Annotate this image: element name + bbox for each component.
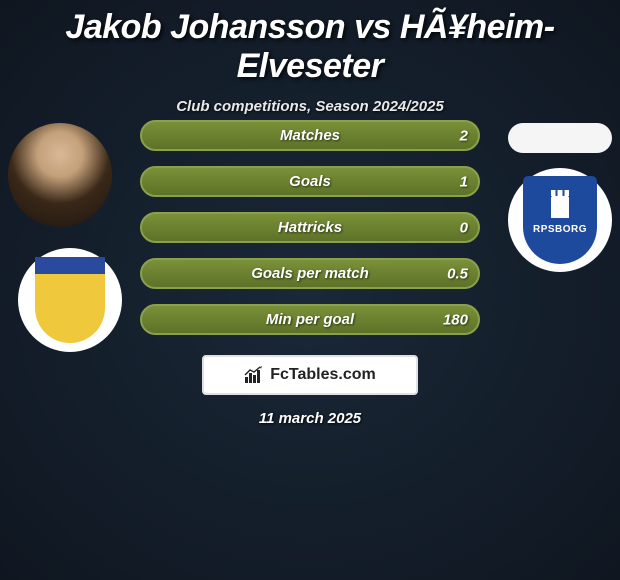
tower-icon	[551, 196, 569, 218]
stat-row: Matches 2	[140, 120, 480, 151]
vs-separator: vs	[354, 8, 391, 46]
stat-right-value: 180	[443, 311, 468, 328]
club-crest-icon	[35, 257, 105, 343]
stat-label: Hattricks	[278, 219, 342, 236]
stat-right-value: 0.5	[447, 265, 468, 282]
date: 11 march 2025	[0, 410, 620, 427]
stat-pill-goals: Goals 1	[140, 166, 480, 197]
stat-pill-goals-per-match: Goals per match 0.5	[140, 258, 480, 289]
brand-link[interactable]: FcTables.com	[202, 355, 418, 395]
stat-label: Goals per match	[251, 265, 369, 282]
stat-right-value: 2	[460, 127, 468, 144]
stat-row: Goals 1	[140, 166, 480, 197]
stat-pill-hattricks: Hattricks 0	[140, 212, 480, 243]
stats-area: RPSBORG Matches 2 Goals 1 Hattricks 0 Go…	[0, 120, 620, 350]
bar-chart-icon	[244, 366, 264, 384]
player1-club-badge	[18, 248, 122, 352]
season: 2024/2025	[373, 98, 444, 115]
stat-pill-matches: Matches 2	[140, 120, 480, 151]
club-crest-icon: RPSBORG	[523, 176, 597, 264]
stat-right-value: 1	[460, 173, 468, 190]
stat-right-value: 0	[460, 219, 468, 236]
stat-row: Goals per match 0.5	[140, 258, 480, 289]
player2-photo	[508, 123, 612, 153]
brand-text: FcTables.com	[270, 366, 376, 384]
player2-club-badge: RPSBORG	[508, 168, 612, 272]
stat-row: Hattricks 0	[140, 212, 480, 243]
page-title: Jakob Johansson vs HÃ¥heim-Elveseter	[0, 0, 620, 86]
stat-label: Matches	[280, 127, 340, 144]
player1-photo	[8, 123, 112, 227]
club-right-text: RPSBORG	[533, 224, 587, 235]
player1-name: Jakob Johansson	[65, 8, 345, 46]
subtitle-prefix: Club competitions, Season	[176, 98, 369, 115]
stat-label: Min per goal	[266, 311, 354, 328]
subtitle: Club competitions, Season 2024/2025	[0, 98, 620, 115]
stat-label: Goals	[289, 173, 331, 190]
stat-pill-min-per-goal: Min per goal 180	[140, 304, 480, 335]
stat-row: Min per goal 180	[140, 304, 480, 335]
